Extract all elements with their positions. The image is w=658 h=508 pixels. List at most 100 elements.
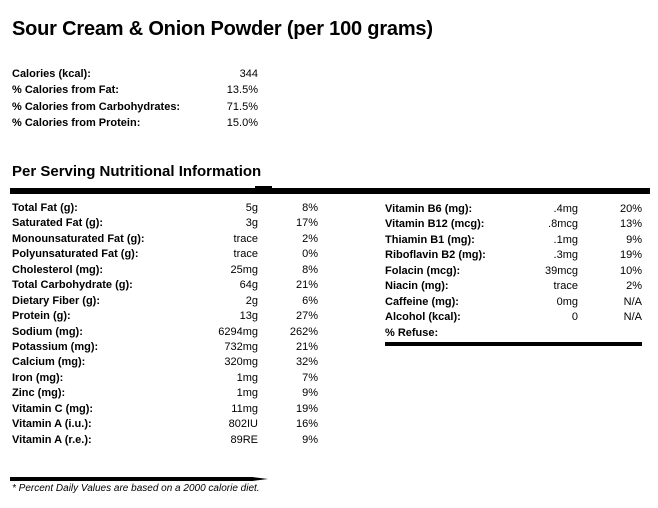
table-row: % Refuse: [385, 326, 642, 341]
table-row: Monounsaturated Fat (g): trace 2% [12, 232, 318, 247]
nutrient-daily-value: 2% [626, 280, 642, 293]
nutrient-label: Vitamin A (i.u.): [12, 418, 92, 431]
nutrient-amount: 802IU [228, 418, 258, 431]
table-row: Vitamin A (i.u.): 802IU 16% [12, 417, 318, 432]
nutrient-label: Riboflavin B2 (mg): [385, 249, 486, 262]
table-row: Potassium (mg): 732mg 21% [12, 340, 318, 355]
nutrient-amount: .1mg [553, 233, 578, 246]
nutrient-label: Vitamin B6 (mg): [385, 203, 473, 215]
table-row: Vitamin A (r.e.): 89RE 9% [12, 433, 318, 448]
nutrient-amount: trace [233, 232, 258, 245]
nutrient-label: Potassium (mg): [12, 340, 99, 353]
summary-value: 71.5% [226, 100, 258, 113]
nutrient-daily-value: N/A [623, 295, 642, 308]
table-row: Riboflavin B2 (mg): .3mg 19% [385, 248, 642, 263]
nutrient-amount: .4mg [553, 203, 578, 215]
nutrient-daily-value [578, 326, 642, 341]
nutrient-amount: 64g [239, 279, 258, 292]
nutrient-daily-value: 8% [302, 202, 318, 214]
nutrient-amount: 5g [245, 202, 258, 214]
right-table-bottom-rule [385, 342, 642, 346]
nutrient-daily-value: 6% [302, 294, 318, 307]
summary-value: 15.0% [226, 116, 258, 129]
section-header: Per Serving Nutritional Information [12, 163, 262, 180]
summary-row: Calories (kcal): 344 [12, 66, 258, 82]
nutrient-daily-value: 19% [619, 249, 642, 262]
table-row: Total Fat (g): 5g 8% [12, 201, 318, 216]
nutrient-daily-value: 32% [295, 356, 318, 369]
table-row: Alcohol (kcal): 0 N/A [385, 310, 642, 325]
nutrient-label: Total Fat (g): [12, 202, 78, 214]
nutrient-daily-value: 13% [619, 218, 642, 231]
section-header-rule [10, 188, 650, 194]
page-title: Sour Cream & Onion Powder (per 100 grams… [12, 18, 433, 40]
nutrient-amount: 6294mg [218, 325, 258, 338]
nutrient-label: Polyunsaturated Fat (g): [12, 248, 139, 261]
nutrient-label: Zinc (mg): [12, 387, 66, 400]
nutrient-label: Vitamin C (mg): [12, 402, 94, 415]
nutrient-label: Iron (mg): [12, 371, 64, 384]
nutrient-amount: 1mg [236, 387, 258, 400]
nutrient-label: Caffeine (mg): [385, 295, 459, 308]
nutrient-label: Saturated Fat (g): [12, 217, 104, 230]
table-row: Calcium (mg): 320mg 32% [12, 355, 318, 370]
summary-row: % Calories from Fat: 13.5% [12, 82, 258, 98]
nutrient-daily-value: N/A [623, 311, 642, 324]
nutrient-daily-value: 7% [302, 371, 318, 384]
footnote-rule [10, 477, 268, 481]
nutrient-label: Niacin (mg): [385, 280, 449, 293]
nutrient-amount: 89RE [230, 433, 258, 446]
table-row: Niacin (mg): trace 2% [385, 279, 642, 294]
nutrient-daily-value: 19% [295, 402, 318, 415]
nutrient-daily-value: 9% [302, 387, 318, 400]
table-row: Dietary Fiber (g): 2g 6% [12, 294, 318, 309]
nutrient-daily-value: 2% [302, 232, 318, 245]
nutrient-amount: 732mg [224, 340, 258, 353]
nutrient-daily-value: 0% [302, 248, 318, 261]
table-row: Total Carbohydrate (g): 64g 21% [12, 278, 318, 293]
nutrient-daily-value: 9% [626, 233, 642, 246]
nutrient-daily-value: 16% [295, 418, 318, 431]
table-row: Polyunsaturated Fat (g): trace 0% [12, 247, 318, 262]
summary-value: 344 [239, 68, 258, 80]
table-row: Folacin (mcg): 39mcg 10% [385, 264, 642, 279]
nutrient-amount: 1mg [236, 371, 258, 384]
nutrient-amount: trace [233, 248, 258, 261]
nutrient-amount: .8mcg [548, 218, 578, 231]
nutrient-daily-value: 8% [302, 263, 318, 276]
nutrient-label: Cholesterol (mg): [12, 263, 104, 276]
nutrient-amount: 2g [245, 294, 258, 307]
summary-row: % Calories from Protein: 15.0% [12, 115, 258, 131]
nutrient-label: % Refuse: [385, 326, 439, 339]
table-row: Protein (g): 13g 27% [12, 309, 318, 324]
nutrient-daily-value: 20% [619, 203, 642, 215]
nutrient-daily-value: 21% [295, 279, 318, 292]
nutrient-label: Monounsaturated Fat (g): [12, 232, 145, 245]
nutrient-amount: trace [553, 280, 578, 293]
nutrient-daily-value: 262% [289, 325, 318, 338]
summary-label: % Calories from Carbohydrates: [12, 100, 181, 113]
summary-label: Calories (kcal): [12, 68, 91, 80]
nutrient-amount: 0mg [556, 295, 578, 308]
footnote: * Percent Daily Values are based on a 20… [12, 483, 260, 494]
nutrient-daily-value: 17% [295, 217, 318, 230]
nutrient-amount: 320mg [224, 356, 258, 369]
nutrient-daily-value: 10% [619, 264, 642, 277]
nutrient-label: Total Carbohydrate (g): [12, 279, 133, 292]
nutrient-amount: 0 [571, 311, 578, 324]
summary-label: % Calories from Fat: [12, 84, 119, 97]
table-row: Zinc (mg): 1mg 9% [12, 386, 318, 401]
nutrient-label: Sodium (mg): [12, 325, 83, 338]
nutrient-amount: 3g [245, 217, 258, 230]
nutrient-label: Folacin (mcg): [385, 264, 461, 277]
nutrient-label: Protein (g): [12, 310, 71, 323]
nutrient-amount: 25mg [230, 263, 258, 276]
nutrient-amount: 13g [239, 310, 258, 323]
nutrient-amount: 39mcg [544, 264, 578, 277]
nutrient-amount: .3mg [553, 249, 578, 262]
nutrient-label: Vitamin B12 (mcg): [385, 218, 485, 231]
table-row: Vitamin B12 (mcg): .8mcg 13% [385, 217, 642, 232]
nutrient-label: Vitamin A (r.e.): [12, 433, 92, 446]
summary-row: % Calories from Carbohydrates: 71.5% [12, 99, 258, 115]
